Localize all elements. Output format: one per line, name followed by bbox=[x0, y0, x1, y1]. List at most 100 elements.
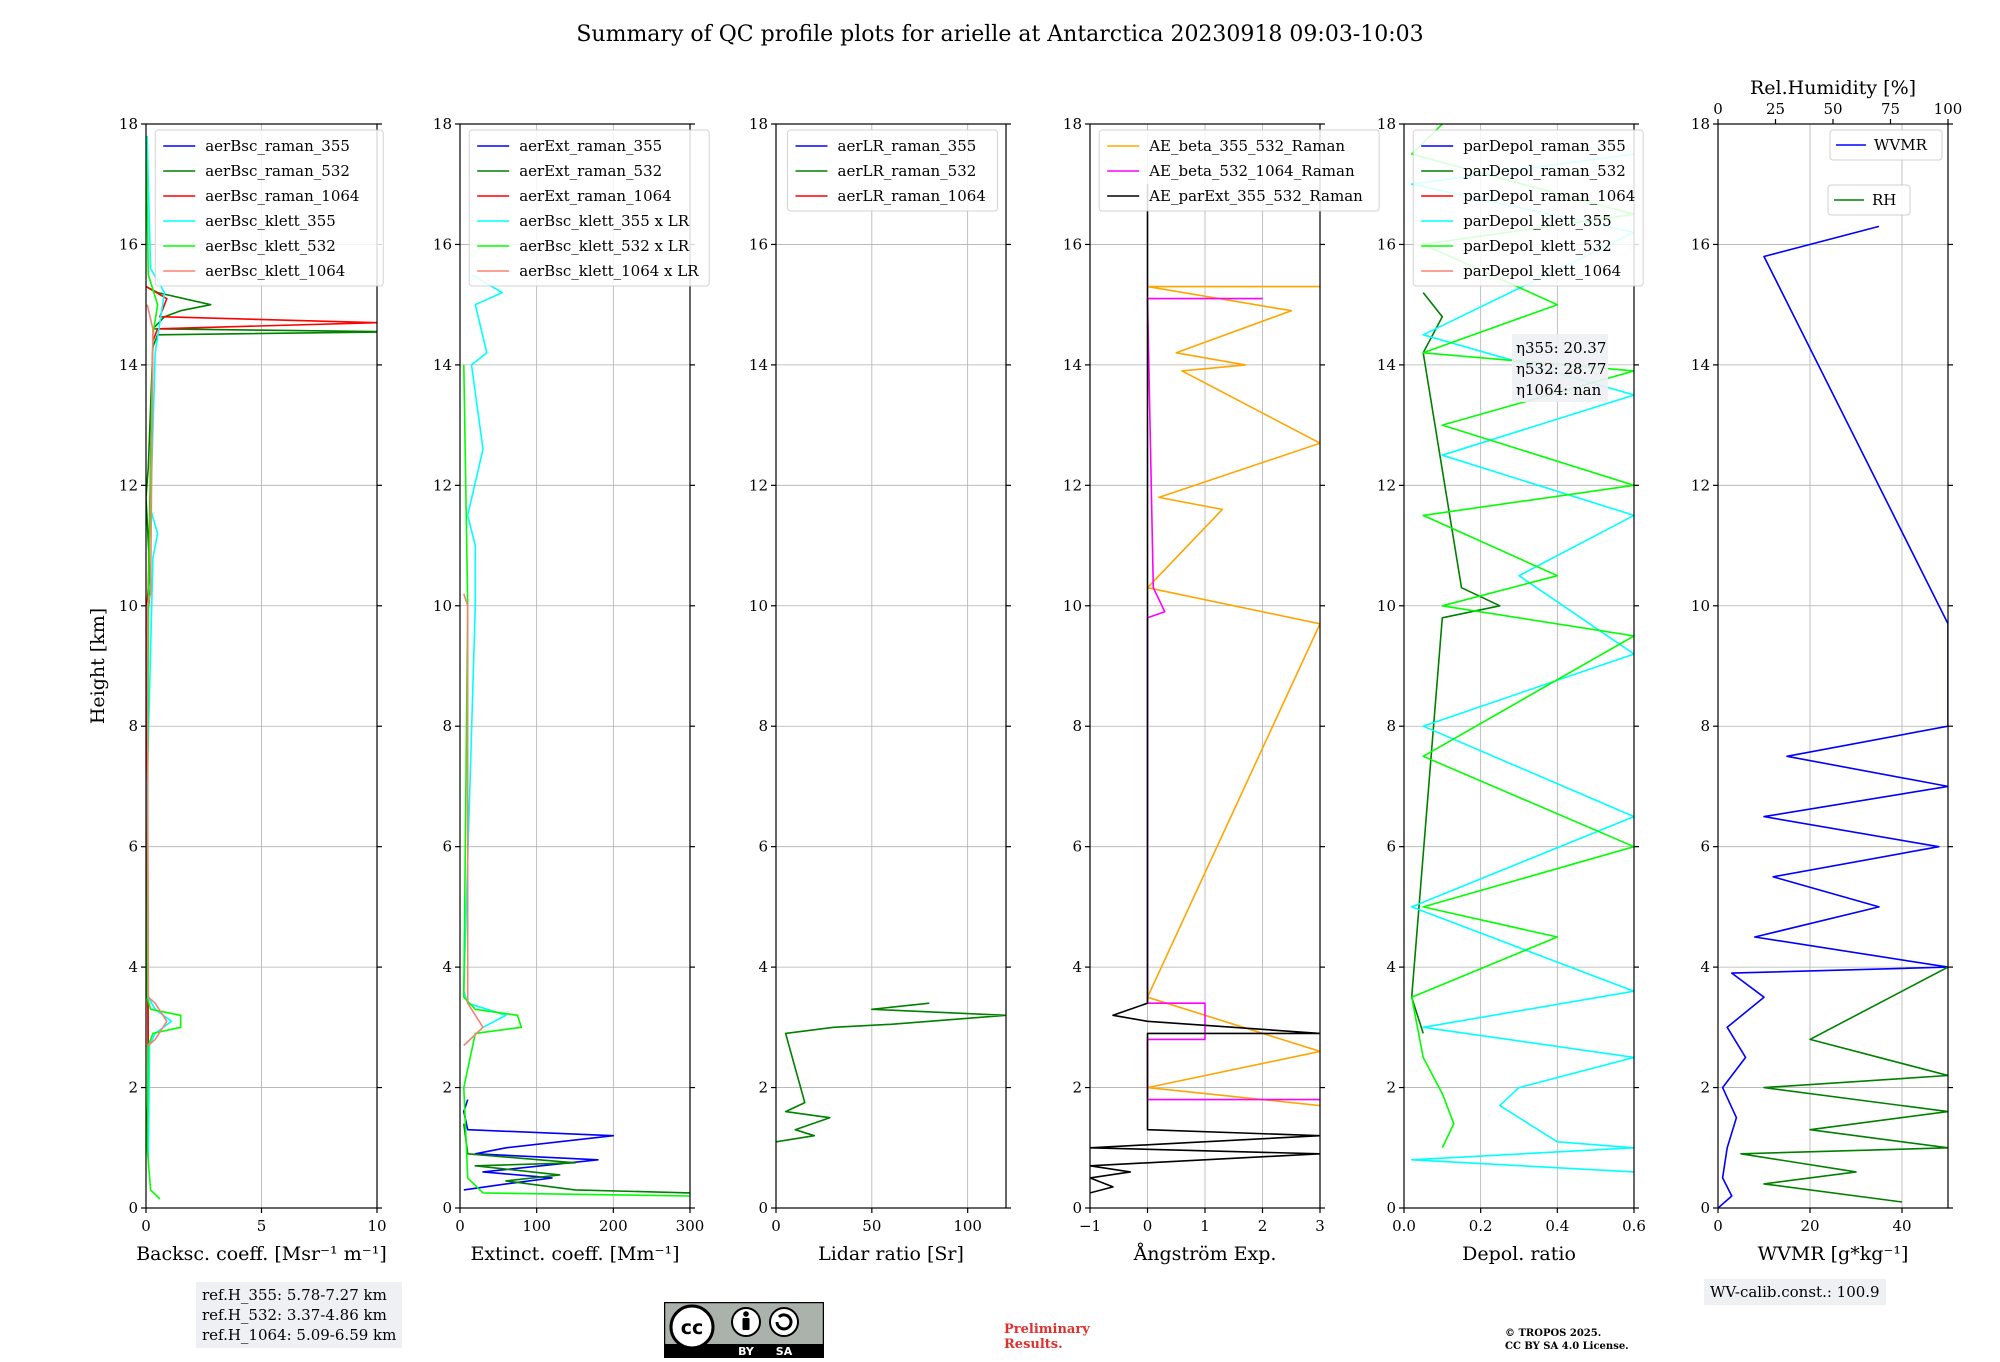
wv-calibration-text: WV-calib.const.: 100.9 bbox=[1710, 1283, 1880, 1301]
series-line-aerBsc_klett_532 bbox=[146, 135, 182, 1200]
legend-label: aerExt_raman_1064 bbox=[519, 187, 672, 205]
y-tick-label: 18 bbox=[749, 115, 768, 133]
x-tick-label: 40 bbox=[1892, 1217, 1911, 1235]
series-line-AE_beta_532_1064_Raman bbox=[1146, 297, 1320, 1101]
y-tick-label: 12 bbox=[1691, 476, 1710, 494]
preliminary-line-1: Preliminary bbox=[1004, 1322, 1090, 1337]
plot-frame bbox=[775, 123, 1007, 1209]
x2-tick-label: 100 bbox=[1934, 100, 1963, 118]
series-line-aerBsc_raman_532 bbox=[146, 285, 377, 1148]
y-tick-label: 14 bbox=[119, 356, 138, 374]
legend-box bbox=[1829, 129, 1943, 161]
series-line-parDepol_klett_355 bbox=[1410, 153, 1634, 1173]
legend-label: parDepol_raman_1064 bbox=[1463, 187, 1635, 205]
y-tick-label: 6 bbox=[1072, 838, 1082, 856]
y-tick-label: 2 bbox=[1700, 1079, 1710, 1097]
legend-label: parDepol_klett_1064 bbox=[1463, 262, 1621, 280]
y-tick-label: 10 bbox=[749, 597, 768, 615]
legend-box bbox=[1098, 129, 1380, 212]
y-tick-label: 4 bbox=[758, 958, 768, 976]
y-tick-label: 10 bbox=[119, 597, 138, 615]
panel-extinction: 0 2 4 6 8 10 12 14 16 18 0 100 200 300 Extinct. coeff.… bbox=[433, 115, 710, 1265]
y-tick-label: 4 bbox=[1386, 958, 1396, 976]
x-tick-label: 100 bbox=[953, 1217, 982, 1235]
x-axis-label: Extinct. coeff. [Mm⁻¹] bbox=[470, 1243, 679, 1265]
series-line-aerBsc_klett_532 x LR bbox=[462, 364, 690, 1197]
x-tick-label: 100 bbox=[522, 1217, 551, 1235]
x-tick-label: 0 bbox=[771, 1217, 781, 1235]
y-tick-label: 16 bbox=[1377, 235, 1396, 253]
y-tick-label: 14 bbox=[433, 356, 452, 374]
preliminary-note: Preliminary Results. bbox=[1004, 1322, 1090, 1352]
legend-label: aerExt_raman_355 bbox=[519, 137, 662, 155]
x2-tick-label: 50 bbox=[1823, 100, 1842, 118]
legend-label: AE_beta_532_1064_Raman bbox=[1148, 162, 1355, 180]
y-tick-label: 14 bbox=[1377, 356, 1396, 374]
wv-calibration-box: WV-calib.const.: 100.9 bbox=[1704, 1279, 1886, 1305]
x-tick-label: −1 bbox=[1079, 1217, 1101, 1235]
legend-label: aerBsc_raman_532 bbox=[205, 162, 350, 180]
x2-tick-label: 75 bbox=[1881, 100, 1900, 118]
y-tick-label: 12 bbox=[1377, 476, 1396, 494]
legend-box bbox=[468, 129, 710, 287]
y-tick-label: 8 bbox=[1386, 717, 1396, 735]
series-group bbox=[1718, 225, 1948, 1208]
legend-label: aerLR_raman_532 bbox=[838, 162, 977, 180]
y-tick-label: 8 bbox=[1700, 717, 1710, 735]
legend-label: aerLR_raman_1064 bbox=[838, 187, 986, 205]
x-tick-label: 300 bbox=[676, 1217, 705, 1235]
y-tick-label: 16 bbox=[119, 235, 138, 253]
x-tick-label: 0.6 bbox=[1622, 1217, 1646, 1235]
y-tick-label: 0 bbox=[1700, 1199, 1710, 1217]
x-axis-label: Ångström Exp. bbox=[1133, 1243, 1277, 1265]
y-tick-label: 4 bbox=[128, 958, 138, 976]
y-tick-label: 2 bbox=[1072, 1079, 1082, 1097]
eta-annotation-line: η355: 20.37 bbox=[1516, 339, 1606, 357]
y-tick-label: 6 bbox=[1386, 838, 1396, 856]
y-tick-label: 10 bbox=[1691, 597, 1710, 615]
copyright-line-1: © TROPOS 2025. bbox=[1505, 1328, 1602, 1339]
legend-box bbox=[787, 129, 998, 212]
y-tick-label: 14 bbox=[1063, 356, 1082, 374]
y-tick-label: 14 bbox=[749, 356, 768, 374]
x-tick-label: 5 bbox=[257, 1217, 267, 1235]
y-tick-label: 14 bbox=[1691, 356, 1710, 374]
ref-height-355: ref.H_355: 5.78-7.27 km bbox=[202, 1286, 387, 1304]
panel-backscatter: 0 2 4 6 8 10 12 14 16 18 0 5 10 Backsc. coeff. [Msr⁻¹… bbox=[119, 115, 387, 1265]
series-line-AE_beta_355_532_Raman bbox=[1146, 285, 1320, 1107]
x-axis-label: Lidar ratio [Sr] bbox=[818, 1243, 964, 1265]
y-tick-label: 0 bbox=[1386, 1199, 1396, 1217]
legend-box bbox=[154, 129, 384, 287]
legend-label: parDepol_raman_532 bbox=[1463, 162, 1626, 180]
x-tick-label: 0 bbox=[455, 1217, 465, 1235]
ref-height-1064: ref.H_1064: 5.09-6.59 km bbox=[202, 1326, 397, 1344]
x2-tick-label: 0 bbox=[1713, 100, 1723, 118]
y-tick-label: 18 bbox=[1691, 115, 1710, 133]
legend-label: WVMR bbox=[1874, 136, 1928, 154]
copyright-line-2: CC BY SA 4.0 License. bbox=[1505, 1341, 1629, 1352]
legend-box bbox=[1827, 184, 1911, 216]
license-sa-text: SA bbox=[776, 1345, 793, 1358]
y-tick-label: 18 bbox=[1063, 115, 1082, 133]
license-by-text: BY bbox=[738, 1345, 755, 1358]
series-group bbox=[1090, 184, 1320, 1194]
series-line-aerBsc_klett_1064 x LR bbox=[463, 593, 484, 1046]
panel-depol: 0 2 4 6 8 10 12 14 16 18 0.0 0.2 0.4 0.6 Depol. ratio p… bbox=[1377, 115, 1646, 1265]
y-tick-label: 16 bbox=[433, 235, 452, 253]
y-tick-label: 12 bbox=[119, 476, 138, 494]
preliminary-line-2: Results. bbox=[1004, 1337, 1063, 1352]
y-tick-label: 2 bbox=[758, 1079, 768, 1097]
eta-annotation-line: η1064: nan bbox=[1516, 381, 1602, 399]
legend-box bbox=[1412, 129, 1644, 287]
y-tick-label: 8 bbox=[442, 717, 452, 735]
x-tick-label: 0 bbox=[1713, 1217, 1723, 1235]
x2-axis-label: Rel.Humidity [%] bbox=[1750, 77, 1916, 99]
legend-label: parDepol_klett_532 bbox=[1463, 237, 1612, 255]
legend-label: aerLR_raman_355 bbox=[838, 137, 977, 155]
series-group bbox=[776, 1002, 1006, 1143]
y-tick-label: 6 bbox=[128, 838, 138, 856]
y-tick-label: 2 bbox=[442, 1079, 452, 1097]
eta-annotation-line: η532: 28.77 bbox=[1516, 360, 1606, 378]
legend-label: aerBsc_raman_1064 bbox=[205, 187, 359, 205]
y-tick-label: 0 bbox=[442, 1199, 452, 1217]
